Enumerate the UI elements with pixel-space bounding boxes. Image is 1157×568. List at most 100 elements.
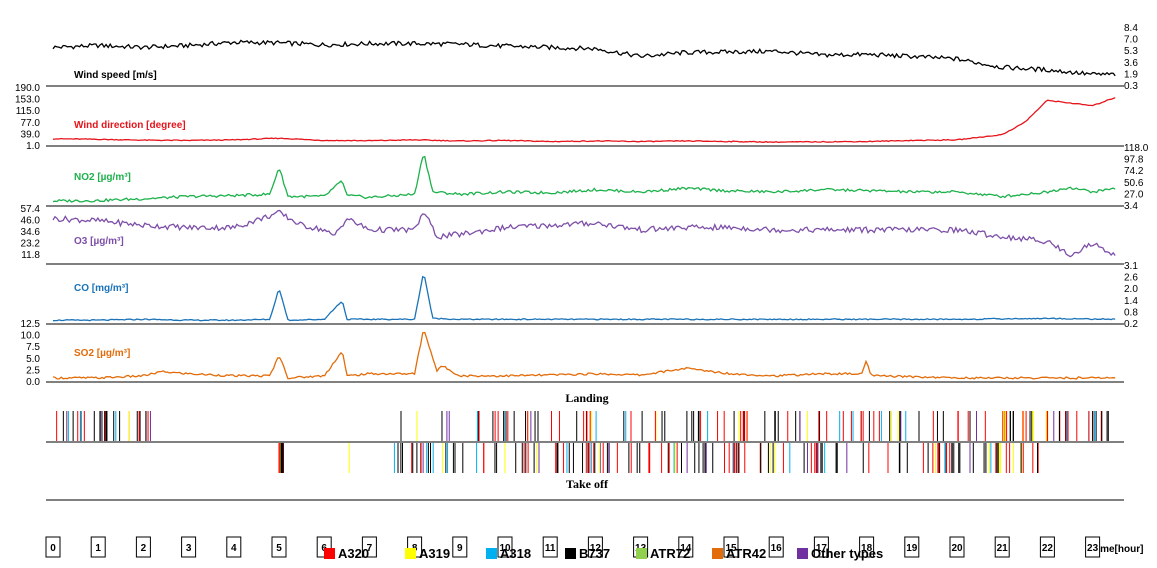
hour-tick-label: 10 [499, 543, 511, 554]
panel-wind_speed: 8.47.05.33.61.90.3 Wind speed [m/s] [46, 23, 1138, 92]
hour-tick-label: 20 [951, 543, 963, 554]
hour-box [678, 536, 694, 558]
legend-swatch [405, 548, 416, 559]
hour-box [45, 536, 61, 558]
legend-item: A318 [486, 546, 531, 561]
flight-event-strips: Landing Take off [46, 391, 1124, 491]
panel-label-wind_speed: Wind speed [m/s] [74, 70, 157, 81]
tick-label: 190.0 [15, 83, 40, 94]
series-line-wind_direction [52, 97, 1116, 144]
tick-label: 77.0 [21, 118, 41, 129]
legend-swatch [712, 548, 723, 559]
hour-box [271, 536, 287, 558]
hour-box [768, 536, 784, 558]
tick-label: 1.9 [1124, 69, 1138, 80]
hour-box [587, 536, 603, 558]
legend-label: A319 [419, 546, 450, 561]
legend-swatch [636, 548, 647, 559]
hour-box [497, 536, 513, 558]
tick-label: 3.4 [1124, 201, 1138, 212]
tick-label: 0.2 [1124, 319, 1138, 330]
tick-label: 2.6 [1124, 273, 1138, 284]
tick-label: 50.6 [1124, 178, 1144, 189]
hour-tick-label: 9 [457, 543, 463, 554]
tick-label: 7.0 [1124, 35, 1138, 46]
legend-item: ATR72 [636, 546, 690, 561]
hour-box [452, 536, 468, 558]
tick-label: 8.4 [1124, 23, 1138, 34]
hour-tick-label: 1 [95, 543, 101, 554]
legend-label: Other types [811, 546, 883, 561]
hour-tick-label: 23 [1087, 543, 1099, 554]
series-line-wind_speed [52, 39, 1116, 77]
tick-label: 3.6 [1124, 58, 1138, 69]
tick-label: 34.6 [21, 227, 41, 238]
panel-o3: 57.446.034.623.211.8 O3 [µg/m³] [21, 204, 1124, 265]
legend-swatch [565, 548, 576, 559]
tick-label: 12.5 [21, 319, 41, 330]
panel-label-wind_direction: Wind direction [degree] [74, 120, 186, 131]
landing-title: Landing [565, 391, 608, 405]
legend-item: B737 [565, 546, 610, 561]
legend-item: A319 [405, 546, 450, 561]
tick-label: 46.0 [21, 216, 41, 227]
tick-label: 0.8 [1124, 307, 1138, 318]
hour-box [994, 536, 1010, 558]
tick-label: 153.0 [15, 95, 40, 106]
legend-swatch [797, 548, 808, 559]
panel-co: 3.12.62.01.40.80.2 CO [mg/m³] [46, 261, 1138, 330]
hour-tick-label: 12 [590, 543, 602, 554]
tick-label: 1.4 [1124, 296, 1138, 307]
legend-label: A320 [338, 546, 369, 561]
tick-label: 3.1 [1124, 261, 1138, 272]
tick-label: 97.8 [1124, 155, 1144, 166]
legend-item: Other types [797, 546, 883, 561]
hour-tick-label: 18 [861, 543, 873, 554]
panel-label-co: CO [mg/m³] [74, 283, 128, 294]
tick-label: 23.2 [21, 239, 41, 250]
hour-box [1039, 536, 1055, 558]
tick-label: 11.8 [21, 250, 40, 261]
hour-box [1085, 536, 1101, 558]
tick-label: 74.2 [1124, 166, 1144, 177]
hour-box [181, 536, 197, 558]
series-line-so2 [52, 331, 1116, 380]
hour-box [904, 536, 920, 558]
hour-tick-label: 7 [367, 543, 373, 554]
legend-label: ATR42 [726, 546, 766, 561]
tick-label: 10.0 [21, 331, 41, 342]
hour-tick-label: 21 [997, 543, 1009, 554]
hour-tick-label: 0 [50, 543, 56, 554]
hour-box [813, 536, 829, 558]
hour-tick-label: 19 [906, 543, 918, 554]
hour-tick-label: 5 [276, 543, 282, 554]
hour-box [859, 536, 875, 558]
series-line-o3 [52, 209, 1116, 258]
hour-tick-label: 14 [680, 543, 692, 554]
tick-label: 2.0 [1124, 284, 1138, 295]
tick-label: 115.0 [16, 106, 41, 117]
panel-label-o3: O3 [µg/m³] [74, 236, 124, 247]
aircraft-legend: A320 A319 A318 B737 ATR72 ATR42 Other types [324, 546, 883, 561]
time-axis-label: time[hour] [1094, 544, 1143, 555]
hour-tick-label: 4 [231, 543, 237, 554]
hour-tick-label: 17 [816, 543, 828, 554]
hour-box [542, 536, 558, 558]
hour-box [949, 536, 965, 558]
legend-item: ATR42 [712, 546, 766, 561]
series-line-co [52, 275, 1116, 322]
legend-label: B737 [579, 546, 610, 561]
hour-tick-label: 15 [725, 543, 737, 554]
tick-label: 7.5 [26, 342, 40, 353]
tick-label: 2.5 [26, 365, 40, 376]
tick-label: 5.3 [1124, 46, 1138, 57]
tick-label: 39.0 [21, 129, 41, 140]
takeoff-title: Take off [566, 477, 609, 491]
panel-label-so2: SO2 [µg/m³] [74, 348, 130, 359]
panel-no2: 118.097.874.250.627.03.4 NO2 [µg/m³] [46, 143, 1149, 212]
hour-tick-label: 22 [1042, 543, 1054, 554]
hour-tick-label: 3 [186, 543, 192, 554]
hour-box [226, 536, 242, 558]
tick-label: 0.3 [1124, 81, 1138, 92]
